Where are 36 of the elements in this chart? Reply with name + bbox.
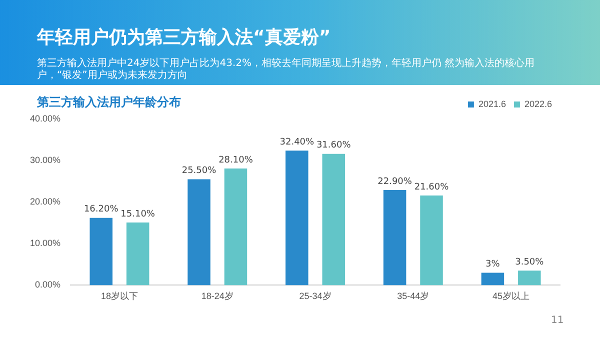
data-label: 3% xyxy=(486,260,500,270)
bar xyxy=(383,190,406,286)
data-label: 21.60% xyxy=(414,182,450,192)
y-tick-label: 30.00% xyxy=(30,155,61,166)
data-label: 22.90% xyxy=(378,176,412,187)
bar xyxy=(420,195,443,286)
bar xyxy=(286,150,308,286)
bar xyxy=(224,168,248,286)
bar xyxy=(126,222,150,286)
x-tick-label: 35-44岁 xyxy=(397,291,430,302)
data-label: 16.20% xyxy=(84,204,119,215)
x-tick-label: 18岁以下 xyxy=(100,291,138,302)
x-tick-label: 25-34岁 xyxy=(299,291,332,302)
data-label: 3.50% xyxy=(515,258,544,268)
x-tick-label: 45岁以上 xyxy=(492,291,530,302)
x-tick-label: 18-24岁 xyxy=(201,291,234,302)
bar xyxy=(188,179,210,286)
legend-label: 2022.6 xyxy=(524,98,552,109)
bar xyxy=(518,270,541,286)
y-tick-label: 40.00% xyxy=(30,113,61,124)
bar xyxy=(90,218,112,286)
legend-label: 2021.6 xyxy=(478,98,506,109)
y-tick-label: 0.00% xyxy=(34,280,61,290)
data-label: 32.40% xyxy=(280,137,315,148)
text: 第三方输入法用户年龄分布 xyxy=(37,94,181,111)
data-label: 31.60% xyxy=(316,140,352,151)
data-label: 28.10% xyxy=(218,155,254,166)
y-tick-label: 10.00% xyxy=(30,238,61,248)
chart-title: 年轻用户仍为第三方输入法“真爱粉” xyxy=(37,26,331,49)
text: 11 xyxy=(551,315,564,326)
y-tick-label: 20.00% xyxy=(30,196,61,207)
bar xyxy=(481,272,504,286)
data-label: 25.50% xyxy=(182,166,217,176)
chart-subtitle: 第三方输入法用户中24岁以下用户占比为43.2%，相较去年同期呈现上升趋势，年轻用户仍 然为输入法的核心用户，“银发”用户或为未来发力方向 xyxy=(37,58,536,82)
data-label: 15.10% xyxy=(120,209,156,220)
bar xyxy=(322,154,345,286)
